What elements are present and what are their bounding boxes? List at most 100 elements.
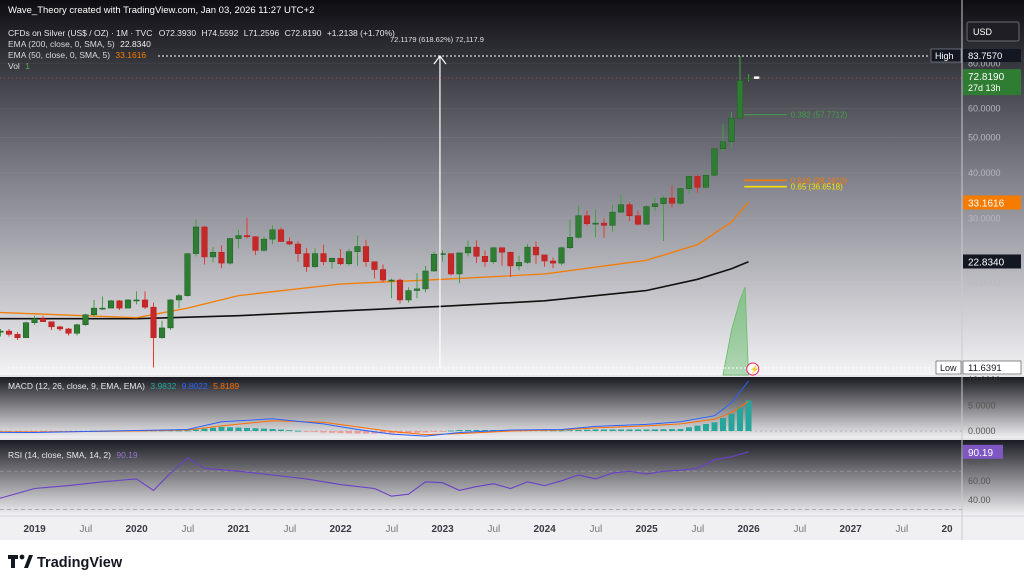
legend-high-label: H (201, 28, 207, 38)
candle-body (490, 247, 497, 262)
candle-body (702, 174, 710, 188)
event-marker-icon (746, 362, 760, 376)
candle-body (634, 215, 642, 225)
ema50-tag-box (963, 195, 1021, 210)
macd-histogram-bar (728, 413, 735, 431)
candle-body (711, 148, 718, 176)
macd-histogram-bar (176, 430, 182, 432)
time-axis-label: 2021 (228, 524, 251, 535)
macd-histogram-bar (720, 417, 726, 431)
candle-body (260, 238, 268, 251)
high-value-box (963, 49, 1021, 62)
time-axis-label: 2026 (738, 524, 761, 535)
macd-histogram-bar (550, 430, 556, 432)
candle-body (184, 253, 191, 296)
macd-line (0, 380, 749, 437)
candle-body (311, 253, 319, 267)
candle-body (600, 222, 608, 226)
price-tick-label: 30.0000 (968, 213, 1001, 223)
time-axis-label: Jul (80, 524, 93, 535)
legend-vol-value: 1 (25, 61, 30, 71)
macd-histogram-bar (601, 429, 607, 431)
logo-slash-mark (24, 555, 33, 568)
currency-button[interactable]: USD (966, 21, 1020, 42)
time-axis-label: Jul (590, 524, 603, 535)
macd-histogram-bar (422, 431, 429, 433)
candle-body (473, 246, 480, 257)
candle-body (286, 241, 293, 245)
rsi-tick-label: 40.00 (968, 495, 991, 505)
macd-histogram-bar (660, 429, 667, 431)
legend-open-label: O (159, 28, 166, 38)
candle-body (320, 253, 327, 262)
macd-histogram-bar (244, 427, 250, 431)
candle-body (728, 117, 735, 142)
candle-body (328, 258, 336, 262)
legend: CFDs on Silver (US$ / OZ) · 1M · TVC O72… (8, 28, 395, 71)
macd-histogram-bar (626, 429, 633, 431)
macd-histogram-bar (329, 431, 335, 433)
candle-body (65, 328, 72, 334)
macd-histogram-bar (414, 431, 420, 433)
candle-body (558, 247, 565, 264)
macd-label: MACD (12, 26, close, 9, EMA, EMA) (8, 381, 145, 391)
candle-body (626, 204, 633, 216)
fib-levels: 0.382 (57.7712) 0.618 (38.1610)0.65 (36.6… (744, 111, 848, 192)
candle-body (456, 252, 463, 275)
macd-histogram-bar (14, 431, 21, 432)
macd-histogram-bar (618, 429, 624, 431)
legend-ema50: EMA (50, close, 0, SMA, 5) 33.1616 (8, 50, 146, 60)
candle-body (269, 229, 276, 240)
price-tick-label: 60.0000 (968, 104, 1001, 114)
time-axis-label: 2020 (126, 524, 149, 535)
macd-histogram-bar (388, 431, 395, 434)
time-axis: 2019 Jul 2020 Jul 2021 Jul 2022 Jul 2023 Jul 2024 J… (24, 524, 954, 535)
tradingview-logo: TradingView (8, 554, 123, 571)
candle-body (133, 299, 140, 302)
candle-body (99, 307, 106, 310)
legend-low-label: L (244, 28, 249, 38)
legend-change: +1.2138 (+1.70%) (327, 28, 395, 38)
macd-histogram-bar (218, 426, 225, 431)
macd-histogram-bar (363, 431, 369, 434)
time-axis-label: 2024 (534, 524, 557, 535)
macd-pane-background (0, 377, 1024, 438)
macd-histogram-bar (431, 431, 437, 432)
macd-histogram-bar (482, 429, 488, 431)
candle-body (677, 188, 684, 204)
fib-065-label: 0.65 (36.6518) (791, 183, 843, 192)
candle-body (354, 246, 361, 252)
macd-histogram-bar (312, 431, 318, 432)
low-tag-label: Low (940, 363, 957, 373)
macd-histogram-bar (227, 427, 233, 431)
candle-body (218, 252, 225, 264)
legend-ema200-label: EMA (200, close, 0, SMA, 5) (8, 39, 115, 49)
rsi-value-box (963, 444, 1003, 459)
candle-body (524, 246, 531, 263)
macd-histogram-bar (677, 428, 684, 431)
candle-body (583, 215, 591, 224)
time-axis-label: 2019 (24, 524, 47, 535)
candle-body (575, 215, 582, 238)
rsi-legend: RSI (14, close, SMA, 14, 2) 90.19 (8, 450, 138, 460)
legend-vol: Vol 1 (8, 61, 30, 71)
candle-body (5, 330, 13, 335)
countdown-label: 27d 13h (968, 83, 1001, 93)
macd-tick-label: 0.0000 (968, 426, 996, 436)
high-tag-label: High (935, 51, 954, 61)
candle-body (73, 324, 81, 334)
candle-body (90, 307, 98, 316)
candlesticks (0, 55, 752, 369)
time-axis-label: Jul (284, 524, 297, 535)
ema200-tag-label: 22.8340 (968, 257, 1005, 268)
candle-body (617, 204, 625, 213)
legend-ema50-value: 33.1616 (115, 50, 146, 60)
candle-body (337, 258, 344, 265)
candle-body (566, 237, 574, 249)
candle-body (201, 226, 208, 258)
candle-body (609, 211, 616, 226)
macd-line-value: 9.8022 (182, 381, 208, 391)
candle-body (175, 295, 183, 301)
